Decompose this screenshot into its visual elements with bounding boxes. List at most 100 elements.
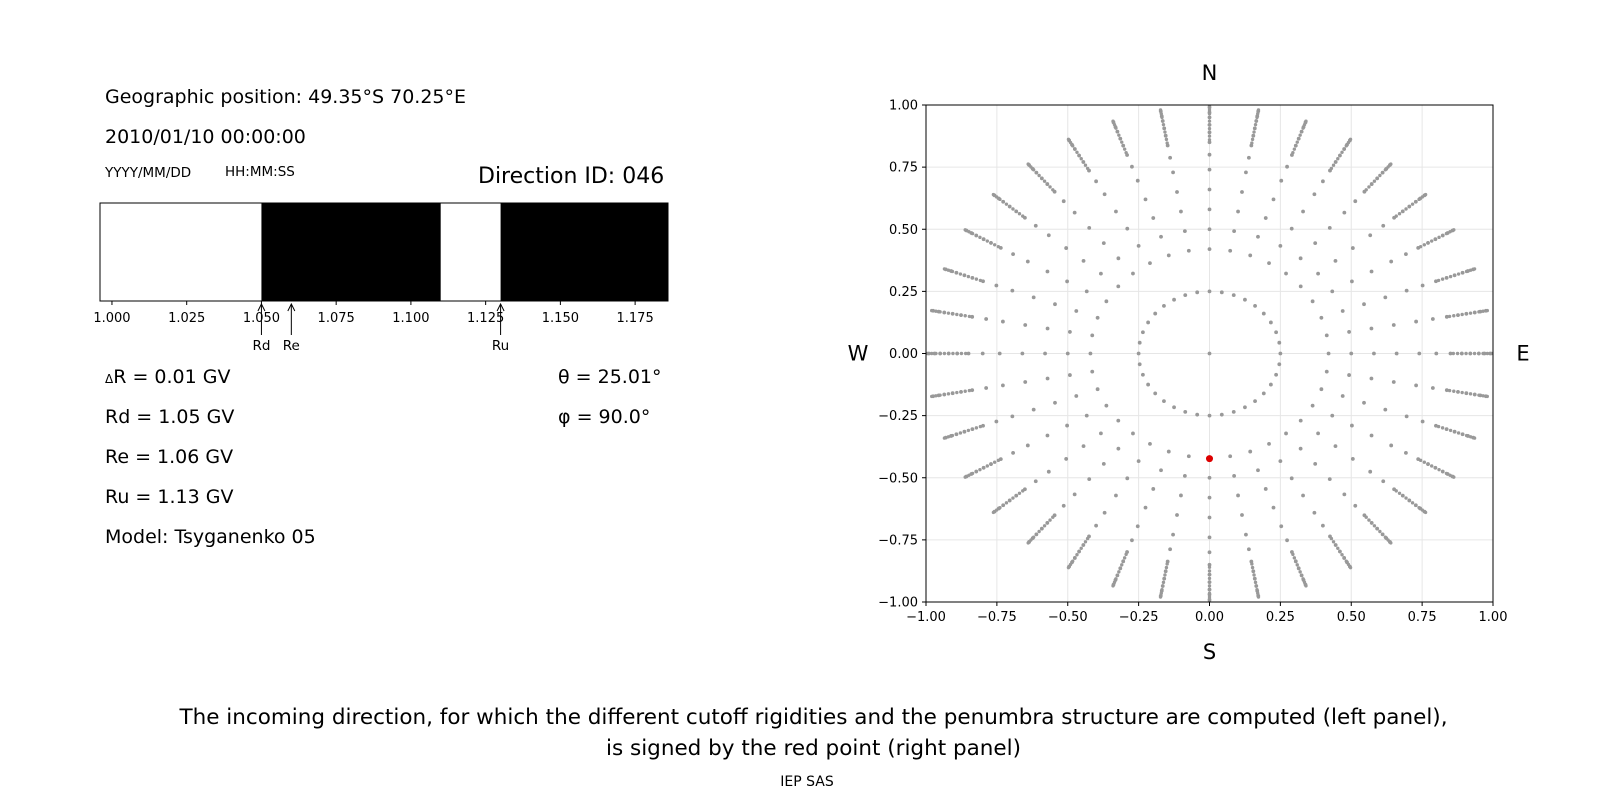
direction-grid-point	[955, 390, 959, 395]
direction-grid-point	[1081, 543, 1086, 547]
direction-grid-point	[1389, 541, 1393, 545]
direction-grid-point	[1143, 505, 1148, 510]
direction-grid-point	[1433, 466, 1438, 470]
direction-grid-point	[998, 197, 1002, 202]
direction-grid-point	[1159, 234, 1163, 239]
direction-grid-point	[1386, 538, 1390, 542]
direction-grid-point	[1436, 424, 1441, 429]
direction-grid-point	[1452, 273, 1457, 278]
direction-grid-point	[966, 351, 971, 356]
direction-grid-point	[1162, 399, 1166, 403]
direction-grid-point	[1278, 351, 1283, 356]
direction-grid-point	[1404, 496, 1408, 500]
direction-grid-point	[1248, 449, 1253, 454]
direction-grid-point	[1068, 562, 1073, 567]
direction-grid-point	[970, 388, 975, 393]
x-tick-label: −0.25	[1119, 610, 1159, 625]
direction-grid-point	[1353, 199, 1358, 204]
x-tick-label: 0.00	[1195, 610, 1224, 625]
direction-grid-point	[1420, 508, 1425, 512]
direction-grid-point	[1195, 290, 1200, 295]
direction-grid-point	[1473, 310, 1477, 315]
direction-grid-point	[1075, 553, 1079, 557]
direction-grid-point	[1135, 178, 1140, 183]
direction-grid-point	[1079, 546, 1083, 550]
direction-grid-point	[1420, 195, 1425, 199]
direction-grid-point	[1179, 493, 1183, 498]
direction-grid-point	[925, 351, 930, 356]
direction-grid-point	[962, 273, 967, 278]
direction-grid-point	[1228, 454, 1233, 459]
direction-grid-point	[1125, 226, 1130, 231]
direction-grid-point	[1253, 126, 1257, 131]
direction-grid-point	[981, 423, 985, 428]
direction-grid-point	[1292, 556, 1297, 560]
direction-grid-point	[1420, 283, 1425, 288]
direction-grid-point	[1135, 524, 1140, 529]
direction-grid-point	[1207, 152, 1212, 157]
direction-grid-point	[1161, 584, 1165, 588]
direction-west: W	[848, 342, 869, 366]
direction-grid-point	[1333, 258, 1338, 263]
direction-grid-point	[1053, 400, 1057, 405]
direction-grid-point	[1327, 477, 1332, 482]
direction-grid-point	[1348, 565, 1353, 570]
direction-grid-point	[1099, 271, 1103, 276]
direction-grid-point	[1429, 464, 1434, 468]
direction-grid-point	[1298, 133, 1302, 137]
direction-grid-point	[1452, 429, 1457, 434]
direction-grid-point	[1131, 271, 1135, 276]
direction-grid-point	[1034, 170, 1039, 175]
penumbra-tick-label: 1.100	[392, 311, 429, 326]
direction-grid-point	[1278, 459, 1283, 464]
direction-grid-point	[1042, 524, 1047, 528]
theta-value: θ = 25.01°	[558, 366, 662, 388]
direction-grid-point	[1162, 304, 1166, 308]
direction-grid-point	[1433, 237, 1438, 241]
direction-grid-point	[1319, 387, 1324, 392]
direction-grid-point	[1464, 269, 1469, 274]
direction-grid-point	[1252, 573, 1256, 577]
x-tick-label: −0.75	[977, 610, 1017, 625]
direction-grid-point	[1130, 538, 1134, 543]
direction-grid-point	[1468, 268, 1473, 272]
ru-value: Ru = 1.13 GV	[105, 486, 234, 508]
direction-grid-point	[1389, 162, 1393, 166]
direction-grid-point	[1426, 241, 1430, 245]
direction-grid-point	[1165, 141, 1169, 145]
direction-grid-point	[1485, 394, 1489, 399]
direction-grid-point	[1160, 587, 1164, 592]
direction-grid-point	[991, 192, 996, 197]
direction-grid-point	[1404, 451, 1408, 455]
caption-line-1: The incoming direction, for which the di…	[179, 705, 1448, 730]
direction-grid-point	[1350, 457, 1355, 461]
direction-grid-point	[1207, 108, 1212, 112]
direction-grid-point	[1452, 314, 1456, 318]
y-tick-label: 0.50	[889, 223, 918, 238]
direction-grid-point	[1075, 150, 1079, 154]
direction-grid-point	[967, 388, 972, 393]
direction-grid-point	[1253, 304, 1257, 308]
direction-grid-point	[1207, 515, 1212, 520]
direction-grid-point	[1064, 246, 1069, 250]
direction-grid-point	[1367, 518, 1371, 522]
direction-grid-point	[1158, 108, 1163, 112]
direction-grid-point	[1111, 119, 1115, 123]
direction-grid-point	[1051, 515, 1055, 519]
direction-id: Direction ID: 046	[478, 164, 665, 189]
direction-grid-point	[1310, 403, 1315, 408]
direction-grid-point	[1448, 274, 1453, 279]
direction-grid-point	[1344, 559, 1348, 563]
direction-grid-point	[1045, 376, 1050, 381]
direction-grid-point	[1240, 513, 1244, 517]
direction-grid-point	[1347, 373, 1351, 377]
direction-grid-point	[1011, 451, 1015, 455]
direction-grid-point	[1342, 492, 1347, 497]
direction-grid-point	[1285, 538, 1289, 543]
direction-grid-point	[1172, 297, 1176, 302]
direction-grid-point	[1364, 188, 1368, 192]
direction-grid-point	[1279, 524, 1284, 529]
y-tick-label: −0.50	[878, 471, 918, 486]
direction-grid-point	[1095, 387, 1100, 392]
figure-caption: The incoming direction, for which the di…	[0, 702, 1600, 764]
